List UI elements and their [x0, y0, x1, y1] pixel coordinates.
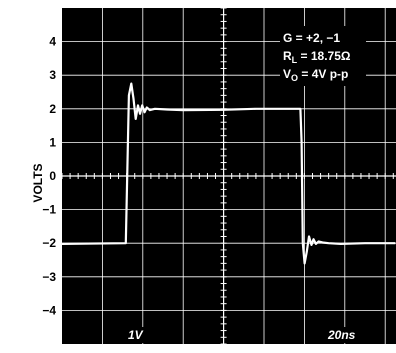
y-tick-label: 1 — [49, 135, 56, 149]
y-axis-label: VOLTS — [31, 163, 45, 202]
y-tick-label: 0 — [49, 169, 56, 183]
waveform-trace — [61, 82, 396, 265]
y-tick-labels: 4 3 2 1 0 −1 −2 −3 −4 — [42, 35, 56, 318]
test-conditions-annotation: G = +2, −1 RL = 18.75Ω VO = 4V p-p — [280, 26, 366, 86]
y-tick-label: −2 — [42, 236, 56, 250]
y-tick-label: 3 — [49, 68, 56, 82]
scale-label-background — [126, 327, 146, 343]
horizontal-scale-label: 20ns — [327, 328, 356, 342]
y-tick-label: −3 — [42, 270, 56, 284]
annotation-line: G = +2, −1 — [283, 31, 340, 45]
y-tick-label: −4 — [42, 303, 56, 317]
scale-label-background — [325, 327, 358, 343]
annotation-background — [280, 26, 366, 86]
scale-labels: 1V 20ns — [126, 327, 358, 343]
annotation-line: VO = 4V p-p — [283, 67, 348, 83]
vertical-scale-label: 1V — [128, 328, 144, 342]
y-tick-label: 4 — [49, 35, 56, 49]
y-tick-label: −1 — [42, 203, 56, 217]
y-tick-label: 2 — [49, 102, 56, 116]
annotation-line: RL = 18.75Ω — [283, 49, 351, 65]
